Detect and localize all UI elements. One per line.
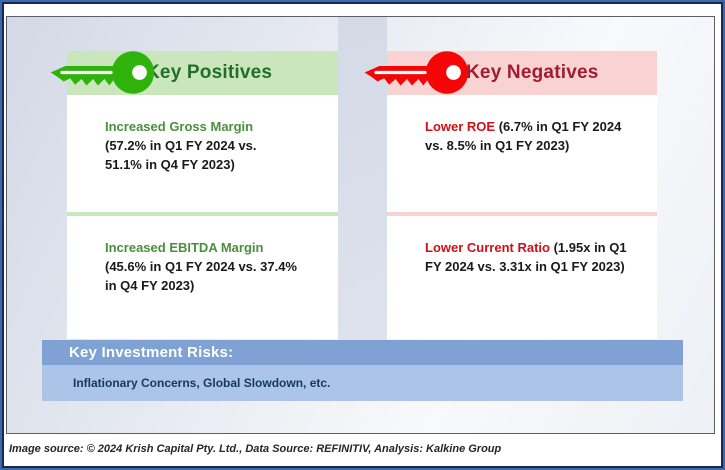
positives-header: Key Positives [50, 51, 338, 95]
positive-label: Increased Gross Margin [105, 119, 254, 134]
risks-title: Key Investment Risks: [69, 344, 234, 361]
footer-credit: Image source: © 2024 Krish Capital Pty. … [6, 434, 715, 464]
negative-divider [387, 212, 657, 216]
risks-detail: Inflationary Concerns, Global Slowdown, … [73, 376, 331, 390]
positive-card-gross-margin: Increased Gross Margin (57.2% in Q1 FY 20… [67, 95, 338, 212]
negatives-title: Key Negatives [466, 62, 599, 83]
positive-divider [67, 212, 338, 216]
negative-label: Lower ROE [425, 119, 496, 134]
positive-detail: (57.2% in Q1 FY 2024 vs. 51.1% in Q4 FY … [105, 138, 257, 172]
positives-title: Key Positives [146, 62, 273, 83]
footer-text: Image source: © 2024 Krish Capital Pty. … [9, 443, 502, 455]
negatives-column: Key Negatives Lower ROE (6.7% in Q1 FY 2… [364, 51, 657, 339]
risks-section: Key Investment Risks: Inflationary Conce… [42, 340, 683, 401]
positives-column: Key Positives Increased Gross Margin (57.… [50, 51, 338, 339]
negatives-header: Key Negatives [364, 51, 657, 95]
negative-card-roe: Lower ROE (6.7% in Q1 FY 2024 vs. 8.5% i… [387, 95, 657, 212]
content-panel: Key Positives Increased Gross Margin (57.… [6, 16, 715, 434]
risks-header: Key Investment Risks: [42, 340, 683, 365]
risks-body: Inflationary Concerns, Global Slowdown, … [42, 365, 683, 401]
white-matte: Key Positives Increased Gross Margin (57.… [4, 4, 721, 466]
positive-card-ebitda-margin: Increased EBITDA Margin (45.6% in Q1 FY 2… [67, 216, 338, 339]
negative-label: Lower Current Ratio [425, 240, 550, 255]
negative-card-current-ratio: Lower Current Ratio (1.95x in Q1 FY 2024… [387, 216, 657, 339]
negative-detail: (1.95x in Q1 FY 2024 vs. 3.31x in Q1 FY … [425, 240, 627, 274]
key-icon [49, 49, 155, 96]
negative-detail: (6.7% in Q1 FY 2024 vs. 8.5% in Q1 FY 20… [425, 119, 622, 153]
key-icon [363, 49, 469, 96]
positive-label: Increased EBITDA Margin [105, 240, 264, 255]
positive-detail: (45.6% in Q1 FY 2024 vs. 37.4% in Q4 FY … [105, 259, 297, 293]
